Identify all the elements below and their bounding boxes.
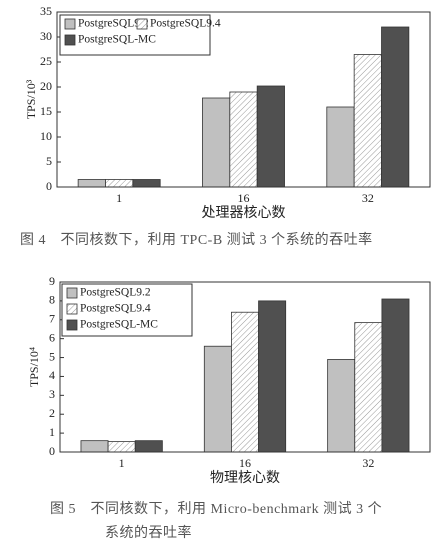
bar bbox=[326, 106, 355, 188]
y-tick-label: 35 bbox=[40, 4, 52, 18]
y-tick-label: 2 bbox=[49, 406, 55, 420]
bar bbox=[256, 85, 285, 188]
x-axis-label: 处理器核心数 bbox=[202, 205, 286, 221]
bar bbox=[202, 97, 231, 188]
x-axis-label: 物理核心数 bbox=[210, 470, 280, 486]
y-tick-label: 8 bbox=[49, 293, 55, 307]
y-tick-label: 7 bbox=[49, 312, 55, 326]
legend-swatch bbox=[64, 18, 76, 30]
legend-swatch bbox=[66, 303, 78, 315]
figure-caption: 图 4 不同核数下，利用 TPC-B 测试 3 个系统的吞吐率 bbox=[20, 233, 373, 248]
bar bbox=[107, 441, 136, 453]
legend-box bbox=[59, 14, 211, 56]
y-tick-label: 4 bbox=[49, 368, 55, 382]
bar bbox=[203, 345, 232, 453]
bar bbox=[80, 440, 109, 453]
y-tick-label: 0 bbox=[49, 444, 55, 458]
bar bbox=[105, 179, 134, 188]
y-tick-label: 9 bbox=[49, 274, 55, 288]
bar bbox=[381, 26, 410, 188]
x-tick-label: 32 bbox=[362, 456, 374, 470]
y-tick-label: 1 bbox=[49, 425, 55, 439]
legend-swatch bbox=[136, 18, 148, 30]
legend-swatch bbox=[66, 319, 78, 331]
x-tick-label: 32 bbox=[362, 191, 374, 205]
legend-box bbox=[61, 283, 193, 337]
legend-label: PostgreSQL9.2 bbox=[78, 18, 149, 30]
legend-label: PostgreSQL9.2 bbox=[80, 287, 151, 299]
bar bbox=[354, 322, 383, 453]
y-tick-label: 6 bbox=[49, 330, 55, 344]
bar bbox=[353, 54, 382, 188]
y-tick-label: 0 bbox=[46, 179, 52, 193]
y-tick-label: 10 bbox=[40, 129, 52, 143]
y-tick-label: 15 bbox=[40, 104, 52, 118]
plot-frame bbox=[56, 11, 431, 188]
bar bbox=[327, 359, 356, 453]
y-tick-label: 30 bbox=[40, 29, 52, 43]
y-tick-label: 5 bbox=[49, 349, 55, 363]
bar bbox=[132, 179, 161, 188]
legend-label: PostgreSQL9.4 bbox=[150, 18, 221, 30]
y-tick-label: 3 bbox=[49, 387, 55, 401]
legend-label: PostgreSQL9.4 bbox=[80, 303, 151, 315]
bar bbox=[381, 298, 410, 453]
x-tick-label: 1 bbox=[116, 191, 122, 205]
y-axis-label: TPS/10³ bbox=[24, 79, 38, 119]
y-tick-label: 5 bbox=[46, 154, 52, 168]
plot-frame bbox=[59, 281, 431, 453]
bar bbox=[77, 179, 106, 188]
bar bbox=[258, 300, 287, 453]
x-tick-label: 16 bbox=[238, 191, 250, 205]
bar bbox=[134, 440, 163, 453]
legend-label: PostgreSQL-MC bbox=[78, 34, 156, 46]
y-tick-label: 20 bbox=[40, 79, 52, 93]
figure-caption: 图 5 不同核数下，利用 Micro-benchmark 测试 3 个系统的吞吐… bbox=[50, 502, 383, 541]
x-tick-label: 1 bbox=[119, 456, 125, 470]
bar bbox=[229, 91, 258, 188]
legend-swatch bbox=[66, 287, 78, 299]
bar bbox=[231, 311, 259, 453]
legend-swatch bbox=[64, 34, 76, 46]
legend-label: PostgreSQL-MC bbox=[80, 319, 158, 331]
y-axis-label: TPS/10⁴ bbox=[27, 347, 41, 387]
y-tick-label: 25 bbox=[40, 54, 52, 68]
x-tick-label: 16 bbox=[239, 456, 251, 470]
